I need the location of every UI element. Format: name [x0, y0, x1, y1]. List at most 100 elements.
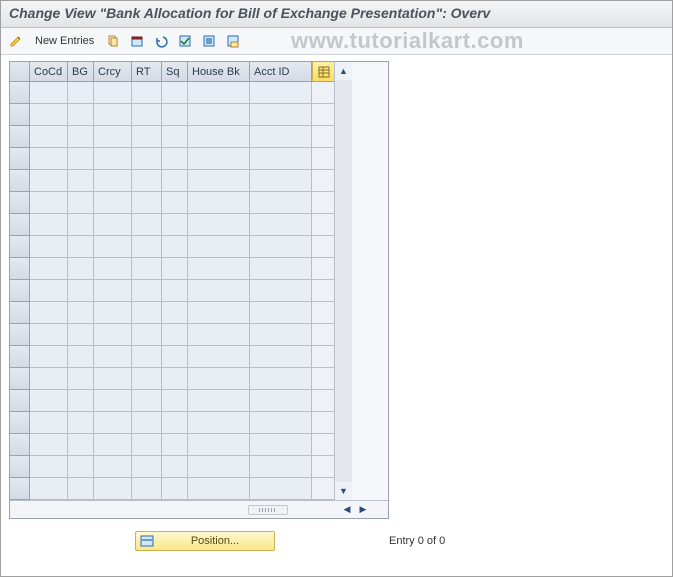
table-cell[interactable]: [188, 412, 250, 434]
position-button[interactable]: Position...: [135, 531, 275, 551]
table-cell[interactable]: [162, 324, 188, 346]
column-header[interactable]: Acct ID: [250, 62, 312, 82]
table-cell[interactable]: [250, 368, 312, 390]
table-cell[interactable]: [30, 104, 68, 126]
table-cell[interactable]: [132, 368, 162, 390]
table-cell[interactable]: [132, 434, 162, 456]
table-cell[interactable]: [68, 82, 94, 104]
table-cell[interactable]: [132, 148, 162, 170]
table-cell[interactable]: [68, 390, 94, 412]
row-selector[interactable]: [10, 368, 30, 390]
table-cell[interactable]: [250, 434, 312, 456]
table-cell[interactable]: [132, 82, 162, 104]
table-cell[interactable]: [68, 170, 94, 192]
row-selector[interactable]: [10, 126, 30, 148]
new-entries-button[interactable]: New Entries: [31, 35, 98, 47]
table-cell[interactable]: [68, 236, 94, 258]
table-cell[interactable]: [30, 434, 68, 456]
table-cell[interactable]: [250, 412, 312, 434]
row-selector[interactable]: [10, 390, 30, 412]
table-cell[interactable]: [250, 126, 312, 148]
table-cell[interactable]: [132, 478, 162, 500]
table-cell[interactable]: [94, 214, 132, 236]
table-cell[interactable]: [250, 390, 312, 412]
table-cell[interactable]: [162, 346, 188, 368]
table-cell[interactable]: [30, 82, 68, 104]
table-cell[interactable]: [94, 302, 132, 324]
table-cell[interactable]: [94, 280, 132, 302]
table-cell[interactable]: [68, 302, 94, 324]
row-selector[interactable]: [10, 258, 30, 280]
copy-icon[interactable]: [104, 32, 122, 50]
row-selector[interactable]: [10, 412, 30, 434]
table-cell[interactable]: [162, 434, 188, 456]
row-selector[interactable]: [10, 346, 30, 368]
table-cell[interactable]: [188, 478, 250, 500]
table-cell[interactable]: [94, 456, 132, 478]
table-cell[interactable]: [162, 192, 188, 214]
column-header[interactable]: RT: [132, 62, 162, 82]
table-cell[interactable]: [250, 170, 312, 192]
table-cell[interactable]: [250, 236, 312, 258]
table-cell[interactable]: [188, 236, 250, 258]
table-cell[interactable]: [250, 82, 312, 104]
table-cell[interactable]: [250, 104, 312, 126]
table-cell[interactable]: [132, 456, 162, 478]
table-cell[interactable]: [132, 170, 162, 192]
table-cell[interactable]: [250, 280, 312, 302]
table-cell[interactable]: [94, 148, 132, 170]
table-cell[interactable]: [30, 346, 68, 368]
table-cell[interactable]: [162, 126, 188, 148]
table-cell[interactable]: [188, 280, 250, 302]
table-cell[interactable]: [188, 390, 250, 412]
table-cell[interactable]: [30, 478, 68, 500]
table-cell[interactable]: [68, 434, 94, 456]
table-cell[interactable]: [250, 302, 312, 324]
table-cell[interactable]: [68, 126, 94, 148]
table-cell[interactable]: [188, 82, 250, 104]
table-cell[interactable]: [162, 390, 188, 412]
table-cell[interactable]: [188, 192, 250, 214]
table-cell[interactable]: [188, 148, 250, 170]
row-selector[interactable]: [10, 148, 30, 170]
table-cell[interactable]: [162, 368, 188, 390]
table-cell[interactable]: [30, 302, 68, 324]
select-all-rows[interactable]: [10, 62, 30, 82]
table-cell[interactable]: [188, 104, 250, 126]
table-cell[interactable]: [132, 280, 162, 302]
column-header[interactable]: Crcy: [94, 62, 132, 82]
table-cell[interactable]: [68, 104, 94, 126]
select-all-icon[interactable]: [176, 32, 194, 50]
edit-icon[interactable]: [7, 32, 25, 50]
table-cell[interactable]: [250, 324, 312, 346]
table-cell[interactable]: [132, 412, 162, 434]
table-cell[interactable]: [94, 82, 132, 104]
table-cell[interactable]: [132, 258, 162, 280]
table-cell[interactable]: [94, 126, 132, 148]
table-cell[interactable]: [162, 302, 188, 324]
table-cell[interactable]: [188, 368, 250, 390]
table-cell[interactable]: [162, 104, 188, 126]
table-cell[interactable]: [188, 126, 250, 148]
table-cell[interactable]: [132, 236, 162, 258]
row-selector[interactable]: [10, 456, 30, 478]
row-selector[interactable]: [10, 82, 30, 104]
table-cell[interactable]: [162, 280, 188, 302]
table-cell[interactable]: [250, 148, 312, 170]
table-cell[interactable]: [162, 412, 188, 434]
table-cell[interactable]: [68, 280, 94, 302]
row-selector[interactable]: [10, 478, 30, 500]
table-cell[interactable]: [68, 346, 94, 368]
column-header[interactable]: BG: [68, 62, 94, 82]
row-selector[interactable]: [10, 192, 30, 214]
table-cell[interactable]: [250, 478, 312, 500]
scroll-up-icon[interactable]: ▲: [336, 63, 352, 79]
table-cell[interactable]: [162, 214, 188, 236]
table-cell[interactable]: [132, 214, 162, 236]
column-drag-handle[interactable]: [248, 505, 288, 515]
table-cell[interactable]: [94, 368, 132, 390]
row-selector[interactable]: [10, 236, 30, 258]
table-cell[interactable]: [132, 324, 162, 346]
column-header[interactable]: Sq: [162, 62, 188, 82]
table-cell[interactable]: [68, 192, 94, 214]
